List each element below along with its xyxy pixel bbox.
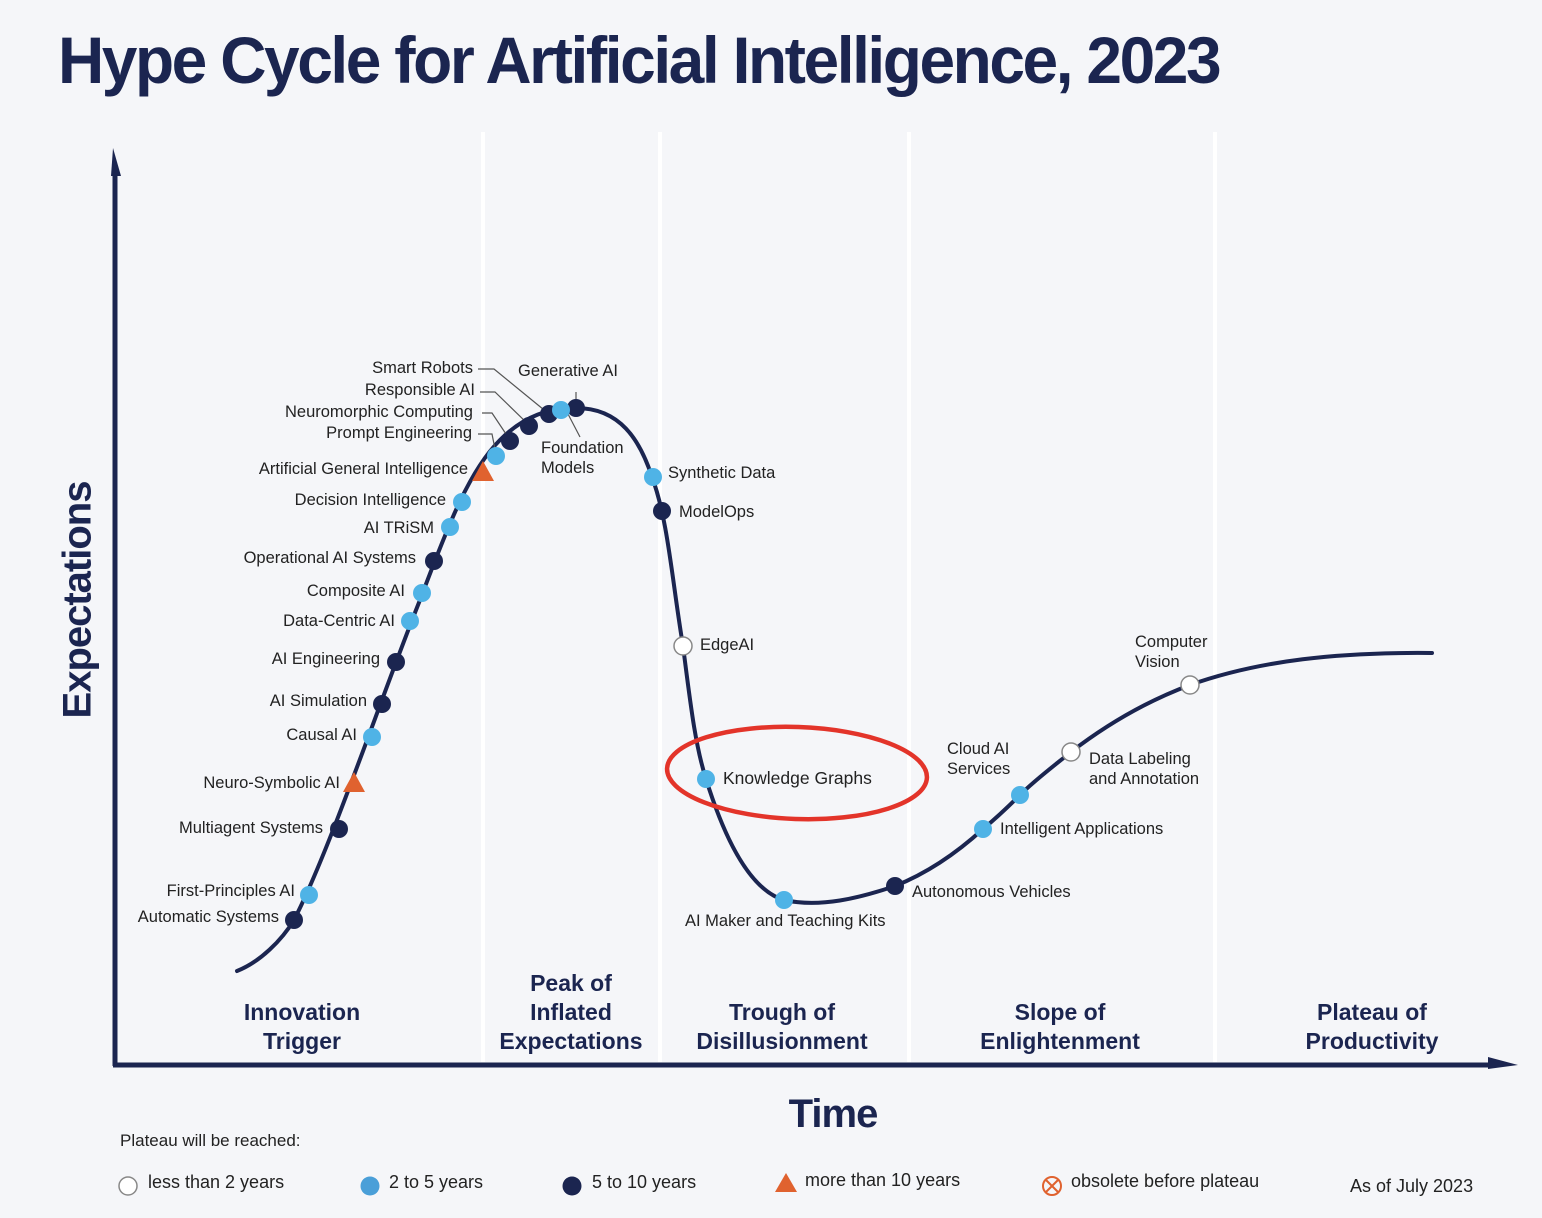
label-computer-vision: Computer Vision [1135,633,1208,671]
label-smart-robots: Smart Robots [372,359,473,377]
legend-navy-circle-icon [562,1176,582,1196]
legend-item-more-than-10-years: more than 10 years [805,1170,961,1190]
marker-intelligent-applications [974,820,992,838]
x-axis-arrow-icon [1488,1057,1518,1069]
marker-ai-trism [441,518,459,536]
label-responsible-ai: Responsible AI [364,381,475,399]
marker-causal-ai [363,728,381,746]
phase-slope-enlightenment: Slope of Enlightenment [980,999,1140,1054]
legend-open-circle-icon [118,1176,138,1196]
y-axis-label: Expectations [55,481,100,719]
label-intelligent-applications: Intelligent Applications [1000,820,1164,838]
legend-crossed-circle-icon [1042,1176,1062,1196]
legend-item-5-to-10-years: 5 to 10 years [592,1172,697,1192]
marker-operational-ai-systems [425,552,443,570]
label-composite-ai: Composite AI [306,582,405,600]
phase-peak-inflated-expectations: Peak of Inflated Expectations [499,970,643,1054]
marker-data-centric-ai [401,612,419,630]
axes [111,148,1518,1069]
legend-item-less-than-2-years: less than 2 years [148,1172,285,1192]
y-axis-arrow-icon [111,148,121,176]
legend-item-2-to-5-years: 2 to 5 years [389,1172,484,1192]
marker-computer-vision [1180,675,1200,695]
marker-agi [472,461,494,481]
legend-title: Plateau will be reached: [120,1131,301,1150]
label-edgeai: EdgeAI [700,636,755,654]
highlight-ellipse [664,724,930,822]
label-ai-simulation: AI Simulation [269,692,367,710]
label-data-labeling: Data Labeling and Annotation [1089,750,1200,788]
legend-item-obsolete: obsolete before plateau [1071,1171,1260,1191]
label-ai-engineering: AI Engineering [271,650,380,668]
phase-innovation-trigger: Innovation Trigger [243,999,361,1054]
label-neuro-symbolic-ai: Neuro-Symbolic AI [203,774,340,792]
label-prompt-engineering: Prompt Engineering [326,424,472,442]
marker-ai-maker-kits [775,891,793,909]
marker-multiagent-systems [330,820,348,838]
marker-neuro-symbolic-ai [343,772,365,792]
marker-automatic-systems [285,911,303,929]
marker-data-labeling [1061,742,1081,762]
legend-light-blue-circle-icon [360,1176,380,1196]
label-first-principles-ai: First-Principles AI [166,882,295,900]
marker-cloud-ai-services [1011,786,1029,804]
marker-responsible-ai [520,417,538,435]
marker-ai-simulation [373,695,391,713]
phase-plateau-productivity: Plateau of Productivity [1305,999,1439,1054]
chart-title: Hype Cycle for Artificial Intelligence, … [58,23,1222,97]
label-cloud-ai-services: Cloud AI Services [947,740,1011,778]
as-of-date: As of July 2023 [1350,1176,1474,1196]
label-autonomous-vehicles: Autonomous Vehicles [912,883,1071,901]
phase-dividers [481,132,1217,1062]
label-automatic-systems: Automatic Systems [137,908,279,926]
label-agi: Artificial General Intelligence [258,460,468,478]
marker-autonomous-vehicles [886,877,904,895]
legend-markers [118,1173,1062,1196]
marker-generative-ai [567,399,585,417]
label-generative-ai: Generative AI [518,362,618,380]
label-synthetic-data: Synthetic Data [668,464,776,482]
label-operational-ai-systems: Operational AI Systems [243,549,416,567]
label-causal-ai: Causal AI [286,726,357,744]
label-knowledge-graphs: Knowledge Graphs [723,768,872,788]
marker-knowledge-graphs [697,770,715,788]
x-axis-label: Time [788,1092,879,1136]
label-multiagent-systems: Multiagent Systems [179,819,323,837]
label-data-centric-ai: Data-Centric AI [283,612,395,630]
markers [285,399,1200,929]
marker-first-principles-ai [300,886,318,904]
marker-decision-intelligence [453,493,471,511]
marker-synthetic-data [644,468,662,486]
label-foundation-models: Foundation Models [541,439,624,477]
label-ai-trism: AI TRiSM [363,519,434,537]
label-decision-intelligence: Decision Intelligence [294,491,446,509]
phase-trough-disillusionment: Trough of Disillusionment [696,999,868,1054]
marker-foundation-models [552,401,570,419]
marker-ai-engineering [387,653,405,671]
marker-composite-ai [413,584,431,602]
label-modelops: ModelOps [679,503,755,521]
marker-neuromorphic-computing [501,432,519,450]
legend-orange-triangle-icon [775,1173,797,1192]
marker-edgeai [673,636,693,656]
label-neuromorphic-computing: Neuromorphic Computing [284,403,473,421]
marker-prompt-engineering [487,447,505,465]
label-ai-maker-kits: AI Maker and Teaching Kits [685,912,886,930]
marker-modelops [653,502,671,520]
